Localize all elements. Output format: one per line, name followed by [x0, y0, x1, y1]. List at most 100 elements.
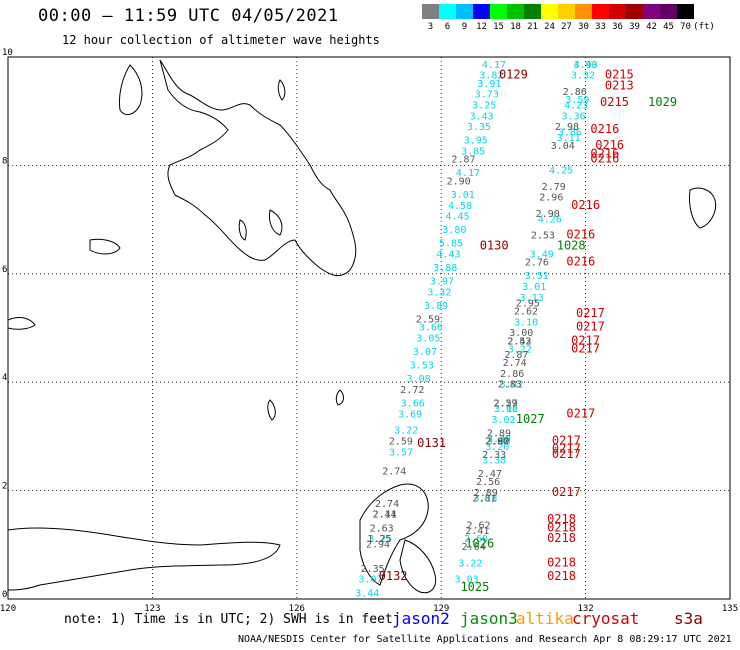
legend-tick-label: 15: [493, 22, 504, 32]
lat-lon-grid: [7, 56, 731, 600]
swh-value: 2.47: [478, 469, 502, 480]
satellite-label-cryosat: cryosat: [572, 609, 640, 628]
pass-time-label: 0217: [552, 442, 581, 456]
pass-time-label: 0216: [590, 122, 619, 136]
pass-time-label: 0218: [547, 555, 576, 569]
pass-time-label: 1026: [465, 537, 494, 551]
pass-time-label: 0130: [480, 238, 509, 252]
swh-value: 3.95: [464, 136, 488, 147]
swh-value: 3.25: [368, 534, 392, 545]
pass-time-label: 0216: [590, 152, 619, 166]
swh-value: 2.27: [494, 399, 518, 410]
x-tick-label: 123: [144, 604, 160, 614]
swh-value: 2.96: [539, 193, 563, 204]
legend-swatch: [439, 4, 456, 19]
legend-tick-label: 18: [510, 22, 521, 32]
swh-value: 2.64: [462, 542, 486, 553]
swh-value: 2.86: [563, 87, 587, 98]
island-coast: [119, 64, 143, 116]
swh-value: 3.49: [530, 250, 554, 261]
swh-value: 2.89: [487, 428, 511, 439]
pass-time-label: 0129: [499, 68, 528, 82]
swh-value: 2.41: [373, 510, 397, 521]
island-coast: [269, 209, 283, 236]
swh-value: 3.91: [477, 79, 501, 90]
pass-time-label: 0217: [576, 320, 605, 334]
legend-tick-label: 6: [444, 22, 451, 32]
pass-time-label: 0217: [571, 333, 600, 347]
swh-value: 3.66: [401, 399, 425, 410]
x-tick-label: 120: [0, 604, 16, 614]
pass-time-label: 0218: [547, 569, 576, 583]
legend-swatch: [507, 4, 524, 19]
pass-time-label: 1027: [516, 412, 545, 426]
y-tick-label: 4: [2, 373, 7, 383]
swh-value: 2.80: [485, 437, 509, 448]
swh-value: 3.10: [514, 317, 538, 328]
y-tick-label: 0: [2, 590, 7, 600]
pass-time-label: 0217: [576, 306, 605, 320]
swh-value: 3.73: [475, 90, 499, 101]
swh-value: 3.04: [551, 141, 575, 152]
legend-tick-label: 12: [476, 22, 487, 32]
satellite-label-jason2: jason2: [392, 609, 450, 628]
pass-time-label: 0218: [547, 531, 576, 545]
swh-value: 2.97: [485, 437, 509, 448]
island-coast: [335, 389, 344, 406]
pass-time-label: 0217: [552, 485, 581, 499]
footnote: note: 1) Time is in UTC; 2) SWH is in fe…: [64, 612, 393, 627]
swh-value: 3.32: [571, 71, 595, 82]
swh-value: 2.94: [366, 540, 390, 551]
swh-value: 4.58: [448, 201, 472, 212]
swh-value: 2.95: [516, 298, 540, 309]
swh-value: 2.98: [555, 122, 579, 133]
swh-value: 3.43: [573, 60, 597, 71]
swh-value: 4.26: [538, 214, 562, 225]
legend-swatch: [626, 4, 643, 19]
legend-swatch: [541, 4, 558, 19]
legend-swatch: [524, 4, 541, 19]
legend-swatch: [473, 4, 490, 19]
swh-value: 2.74: [382, 466, 406, 477]
swh-value: 4.43: [436, 250, 460, 261]
swh-value: 3.35: [467, 122, 491, 133]
sulawesi-coast: [7, 527, 281, 591]
legend-swatch: [575, 4, 592, 19]
swh-value: 2.74: [375, 499, 399, 510]
palau-coast: [689, 187, 717, 229]
swh-value: 2.59: [494, 399, 518, 410]
legend-swatch: [677, 4, 694, 19]
halmahera-coast: [359, 483, 429, 586]
swh-value: 4.23: [564, 100, 588, 111]
swh-value: 2.60: [464, 534, 488, 545]
legend-tick-label: 9: [461, 22, 468, 32]
swh-value: 2.14: [373, 510, 397, 521]
pass-time-label: 0216: [595, 138, 624, 152]
pass-time-label: 0132: [379, 569, 408, 583]
swh-value: 3.51: [525, 271, 549, 282]
map-subtitle: 12 hour collection of altimeter wave hei…: [62, 33, 380, 47]
pass-time-label: 0216: [571, 198, 600, 212]
swh-value: 3.82: [479, 71, 503, 82]
pass-time-label: 0216: [566, 228, 595, 242]
y-tick-label: 2: [2, 482, 7, 492]
swh-value: 3.36: [562, 111, 586, 122]
swh-value: 2.76: [525, 258, 549, 269]
swh-value: 2.62: [466, 521, 490, 532]
swh-value: 2.59: [416, 315, 440, 326]
pass-time-label: 0217: [552, 434, 581, 448]
legend-tick-label: 27: [561, 22, 572, 32]
swh-value: 3.18: [473, 493, 497, 504]
pass-time-label: 0218: [547, 512, 576, 526]
pass-time-label: 0217: [552, 447, 581, 461]
swh-value: 3.53: [410, 361, 434, 372]
map-title: 00:00 – 11:59 UTC 04/05/2021: [38, 6, 339, 26]
pass-time-label: 1025: [460, 580, 489, 594]
swh-value: 3.02: [491, 415, 515, 426]
legend-swatch: [609, 4, 626, 19]
swh-value: 4.90: [573, 60, 597, 71]
swh-value: 4.17: [456, 168, 480, 179]
swh-value: 3.88: [433, 263, 457, 274]
y-tick-label: 8: [2, 156, 7, 166]
